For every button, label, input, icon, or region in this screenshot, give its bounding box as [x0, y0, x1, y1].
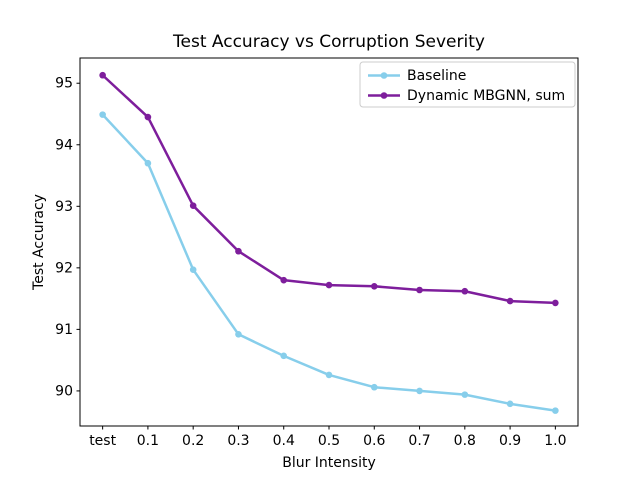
x-tick-label: 0.1: [137, 433, 159, 449]
data-point: [416, 387, 423, 395]
y-tick-label: 94: [55, 137, 73, 153]
data-point: [552, 407, 559, 414]
data-point: [144, 113, 152, 121]
axis-ticks: 90 91 92 93 94 95 test 0.1 0.2 0.3 0.4 0.5 0.6 0.7 0.8…: [55, 76, 566, 449]
data-point: [280, 352, 288, 360]
plot-area: [79, 57, 579, 427]
data-point: [506, 297, 514, 305]
data-point: [370, 283, 378, 290]
data-point: [461, 287, 469, 295]
series-lines: [99, 71, 559, 414]
x-tick-label: 0.8: [454, 433, 476, 449]
y-tick-label: 95: [55, 76, 73, 92]
data-point: [552, 299, 559, 307]
data-point: [99, 71, 106, 79]
data-point: [235, 247, 242, 255]
data-point: [325, 371, 333, 379]
legend-marker: [380, 92, 388, 99]
data-point: [235, 331, 242, 338]
legend-entry-label: Baseline: [407, 68, 466, 84]
legend-box: [359, 61, 576, 108]
x-tick-label: 1.0: [544, 433, 566, 449]
legend: Baseline Dynamic MBGNN, sum: [359, 61, 576, 108]
data-point: [189, 266, 197, 273]
x-tick-label: test: [89, 433, 116, 449]
y-axis-label: Test Accuracy: [31, 194, 47, 291]
data-point: [189, 202, 197, 209]
data-point: [370, 383, 378, 391]
x-tick-label: 0.2: [182, 433, 204, 449]
x-tick-label: 0.9: [499, 433, 521, 449]
x-tick-label: 0.3: [227, 433, 249, 449]
y-tick-label: 93: [55, 199, 73, 215]
legend-marker: [380, 72, 388, 79]
data-point: [506, 400, 514, 408]
x-tick-label: 0.6: [363, 433, 385, 449]
y-tick-label: 91: [55, 322, 73, 338]
y-tick-label: 90: [55, 383, 73, 399]
legend-entry-label: Dynamic MBGNN, sum: [407, 88, 565, 104]
y-tick-label: 92: [55, 260, 73, 276]
x-axis-label: Blur Intensity: [282, 455, 376, 471]
data-point: [99, 111, 106, 118]
data-point: [144, 159, 152, 167]
data-point: [416, 286, 423, 294]
chart-title: Test Accuracy vs Corruption Severity: [172, 32, 485, 52]
data-point: [461, 391, 469, 398]
x-tick-label: 0.4: [273, 433, 295, 449]
x-tick-label: 0.5: [318, 433, 340, 449]
data-point: [280, 276, 288, 284]
x-tick-label: 0.7: [408, 433, 430, 449]
data-point: [325, 281, 333, 289]
